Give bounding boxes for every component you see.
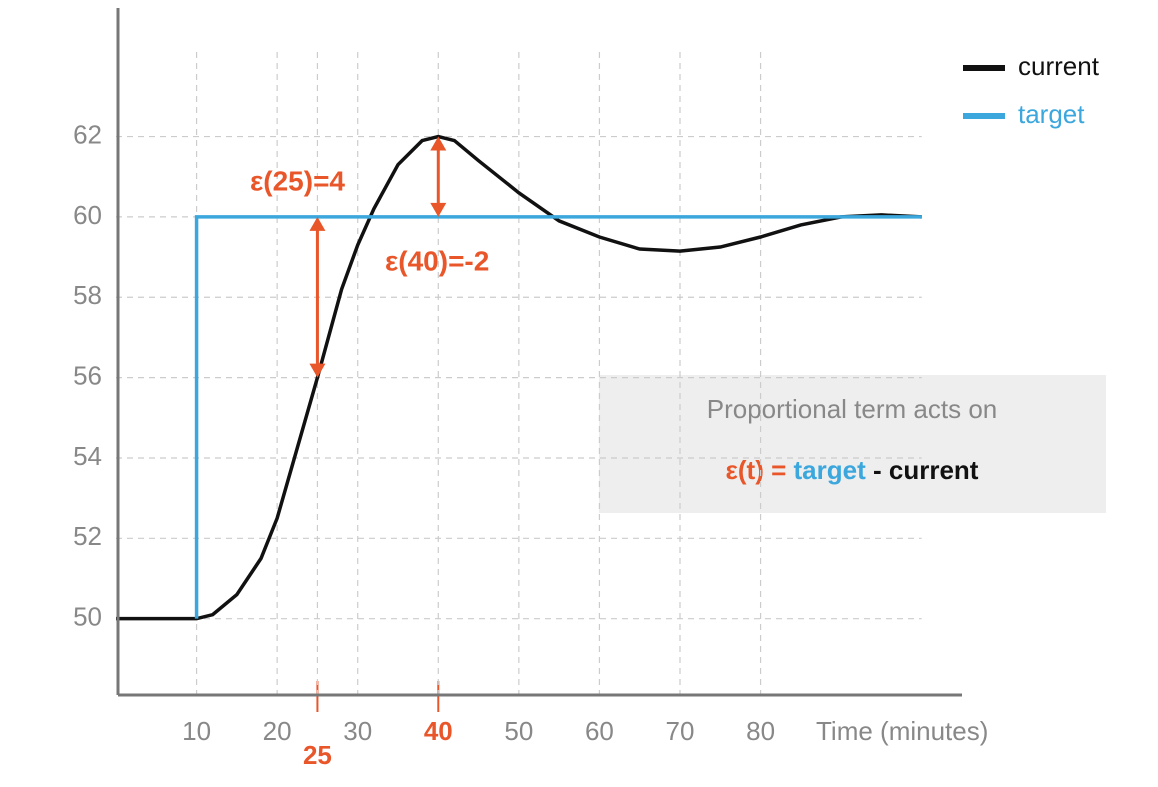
legend-label: target <box>1018 99 1085 129</box>
y-tick-label: 60 <box>73 200 102 230</box>
y-tick-label: 52 <box>73 521 102 551</box>
x-tick-label: 10 <box>182 716 211 746</box>
x-tick-label: 50 <box>504 716 533 746</box>
annotation-label: ε(40)=-2 <box>385 245 489 276</box>
legend-label: current <box>1018 51 1100 81</box>
arrow-head <box>309 363 326 378</box>
y-tick-label: 58 <box>73 280 102 310</box>
y-tick-label: 56 <box>73 360 102 390</box>
highlight-tick-label: 25 <box>303 740 332 770</box>
arrow-head <box>309 216 326 231</box>
highlight-tick-label: 40 <box>424 716 453 746</box>
formula-target: target <box>794 455 867 485</box>
series-line <box>116 134 922 621</box>
y-tick-label: 50 <box>73 602 102 632</box>
note-title: Proportional term acts on <box>707 394 997 424</box>
x-tick-label: 70 <box>666 716 695 746</box>
arrow-head <box>430 202 447 217</box>
x-tick-label: 60 <box>585 716 614 746</box>
x-tick-label: 80 <box>746 716 775 746</box>
x-tick-label: 30 <box>343 716 372 746</box>
formula-lhs: ε(t) = <box>726 455 787 485</box>
formula-rest: - current <box>873 455 979 485</box>
series-line <box>194 215 922 619</box>
annotation-label: ε(25)=4 <box>250 165 345 196</box>
note-formula: ε(t) = target - current <box>726 455 979 485</box>
x-tick-label: 20 <box>263 716 292 746</box>
note-box <box>599 375 1106 513</box>
y-tick-label: 62 <box>73 119 102 149</box>
x-axis-label: Time (minutes) <box>816 716 988 746</box>
y-tick-label: 54 <box>73 441 102 471</box>
arrow-head <box>430 136 447 151</box>
